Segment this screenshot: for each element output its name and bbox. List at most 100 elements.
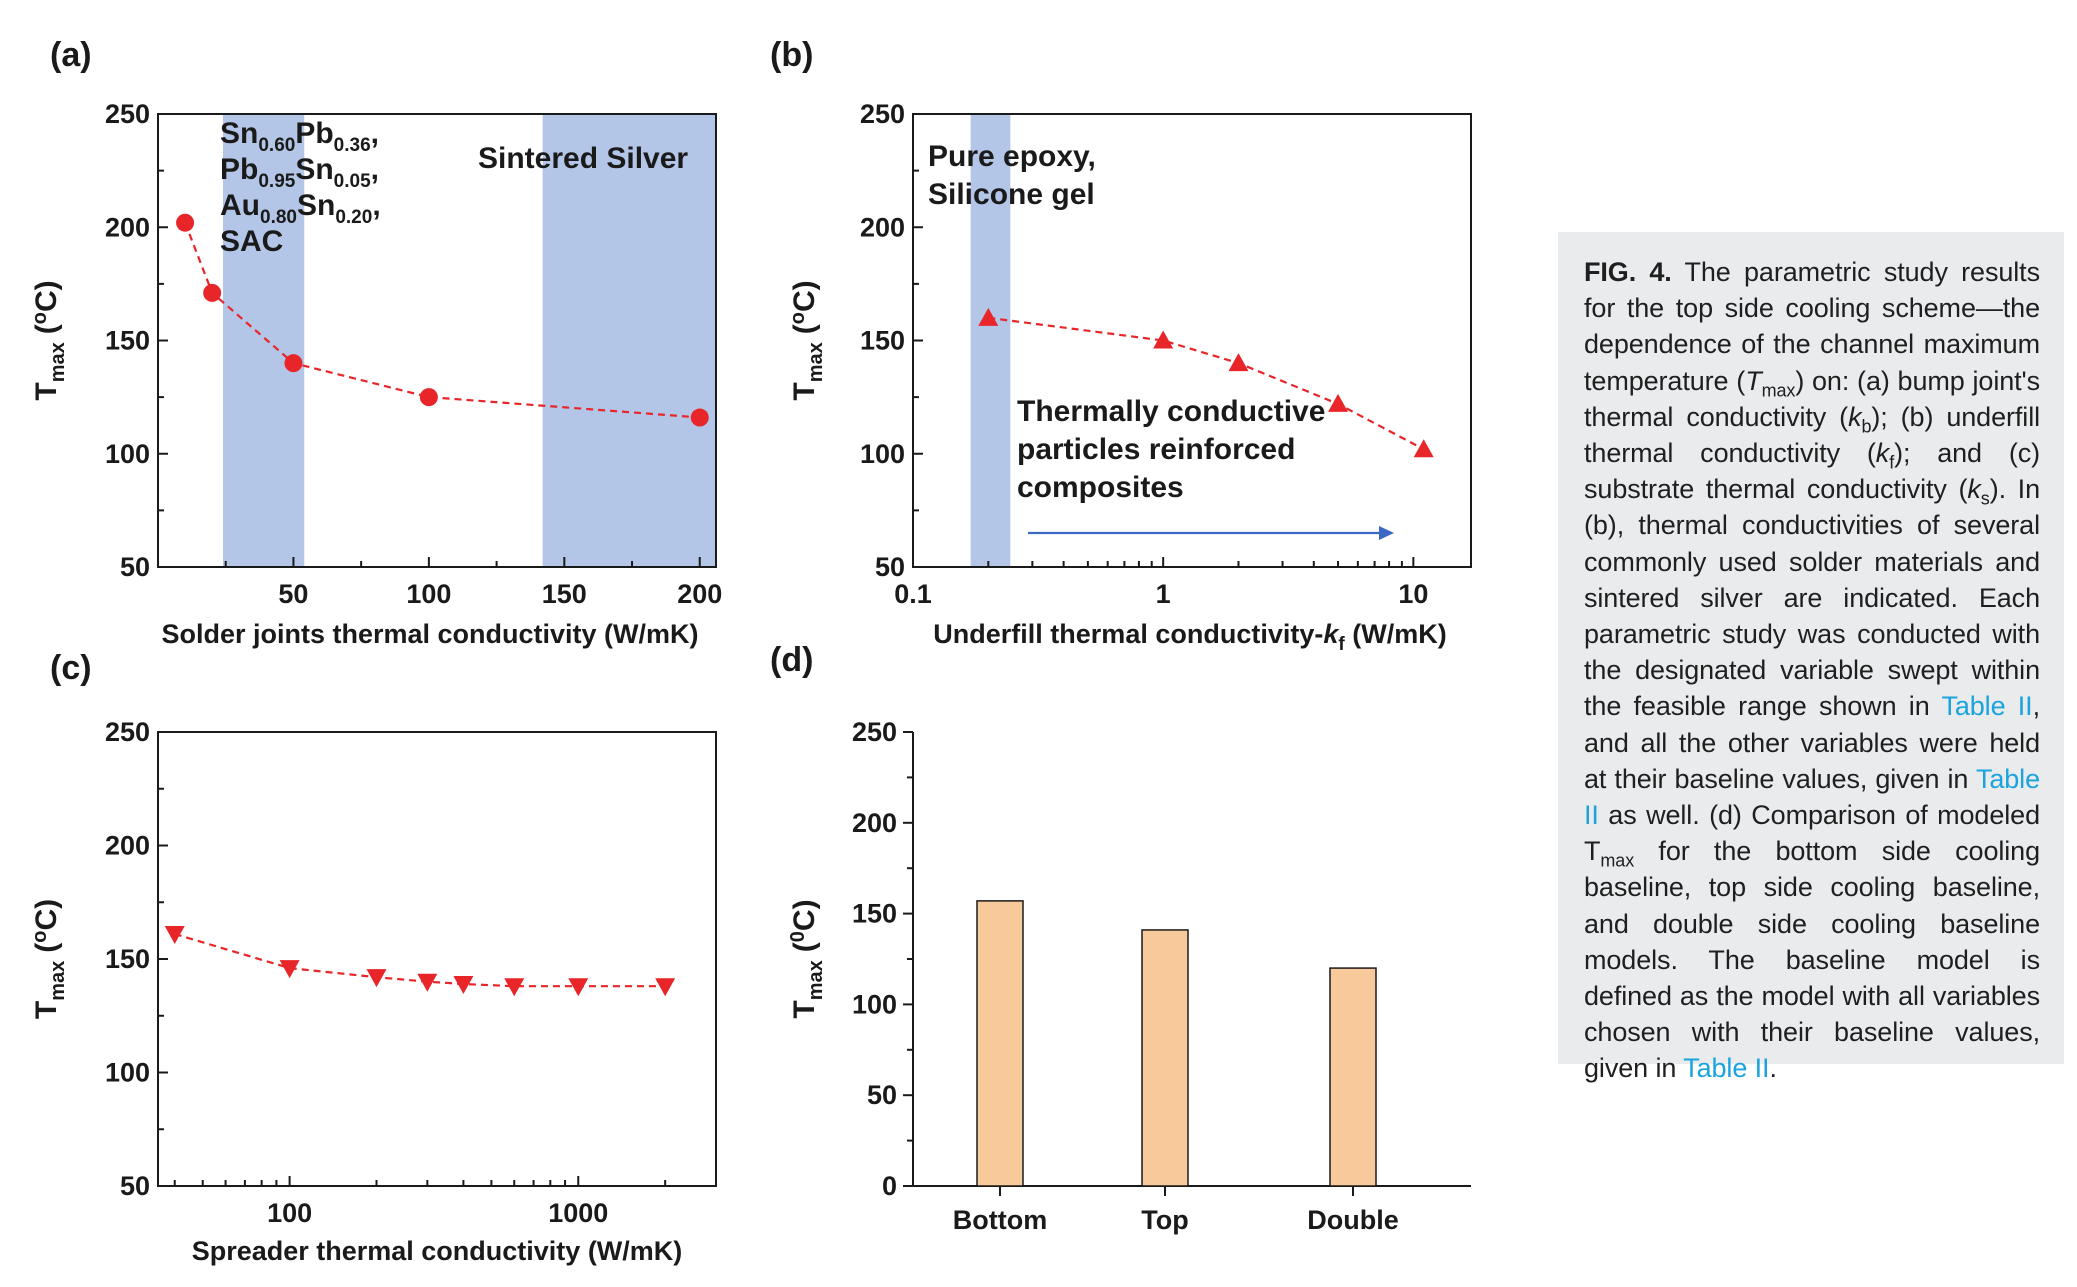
x-category-label: Top bbox=[1141, 1205, 1188, 1235]
y-tick-label: 150 bbox=[852, 899, 897, 929]
caption-text-3: ); (b) underfill thermal conductivity ( bbox=[1584, 401, 2041, 469]
table-ii-link-3[interactable]: Table II bbox=[1683, 1053, 1770, 1084]
annotation-text: , bbox=[371, 117, 379, 150]
y-label-unit-close: C) bbox=[30, 280, 63, 312]
y-tick-label: 50 bbox=[120, 1171, 150, 1201]
annotation-line: composites bbox=[1017, 471, 1184, 504]
annotation-text: , bbox=[372, 189, 380, 222]
data-point bbox=[366, 969, 387, 988]
x-tick-label: 1 bbox=[1156, 579, 1171, 609]
y-label-unit-open: ( bbox=[788, 324, 821, 334]
annotation-line: Pb0.95Sn0.05, bbox=[220, 153, 379, 192]
annotation-line: particles reinforced bbox=[1017, 433, 1295, 466]
annotation-subscript: 0.36 bbox=[334, 135, 371, 156]
annotation-line: Thermally conductive bbox=[1017, 395, 1325, 428]
x-label-variable: k bbox=[1323, 619, 1340, 649]
series-line bbox=[174, 932, 666, 988]
y-axis-label: Tmax (oC) bbox=[29, 899, 69, 1019]
data-point bbox=[417, 973, 438, 992]
y-label-unit-open: ( bbox=[30, 943, 63, 953]
y-label-symbol: T bbox=[30, 1001, 63, 1019]
y-label-symbol: T bbox=[30, 382, 63, 400]
data-point bbox=[978, 307, 999, 326]
data-point bbox=[568, 978, 589, 997]
y-tick-label: 0 bbox=[882, 1171, 897, 1201]
data-point bbox=[504, 978, 525, 997]
plot-frame bbox=[157, 731, 717, 1187]
caption-ks-sub: s bbox=[1980, 488, 1990, 509]
y-tick-label: 100 bbox=[105, 439, 150, 469]
y-label-unit-close: C) bbox=[788, 899, 821, 931]
caption-kf-sub: f bbox=[1889, 452, 1895, 473]
annotation-line: Pure epoxy, bbox=[928, 140, 1096, 173]
annotation-text: Thermally conductive bbox=[1017, 395, 1325, 428]
y-tick-label: 50 bbox=[120, 552, 150, 582]
x-category-label: Double bbox=[1307, 1205, 1399, 1235]
y-tick-label: 100 bbox=[860, 439, 905, 469]
annotation-subscript: 0.20 bbox=[335, 207, 372, 228]
y-label-degree: o bbox=[29, 312, 51, 324]
x-tick-label: 100 bbox=[406, 579, 451, 609]
table-ii-link-2[interactable]: Table II bbox=[1584, 763, 2040, 831]
y-tick-label: 150 bbox=[860, 326, 905, 356]
caption-kb-sub: b bbox=[1861, 416, 1872, 437]
caption-text-7: as well. (d) Comparison of modeled T bbox=[1584, 800, 2040, 867]
trend-arrow-head bbox=[1379, 526, 1394, 540]
annotation-text: Sn bbox=[220, 117, 258, 150]
panel-label: (d) bbox=[770, 641, 813, 679]
series-line bbox=[988, 316, 1425, 451]
annotation-text: Pb bbox=[220, 153, 258, 186]
x-label-variable-subscript: f bbox=[1338, 634, 1345, 655]
annotation-text: composites bbox=[1017, 471, 1184, 504]
bar bbox=[1329, 967, 1377, 1187]
annotation-text: , bbox=[371, 153, 379, 186]
caption-kf-var: k bbox=[1875, 438, 1890, 469]
y-tick-label: 150 bbox=[105, 944, 150, 974]
annotation-subscript: 0.80 bbox=[260, 207, 297, 228]
annotation-text: Sintered Silver bbox=[478, 142, 688, 175]
annotation-subscript: 0.95 bbox=[258, 171, 295, 192]
caption-text-6: , and all the other variables were held … bbox=[1584, 691, 2040, 794]
data-point bbox=[164, 926, 185, 945]
annotation-text: particles reinforced bbox=[1017, 433, 1295, 466]
panel-label: (a) bbox=[50, 36, 92, 74]
y-label-unit-close: C) bbox=[30, 899, 63, 931]
annotation-subscript: 0.60 bbox=[258, 135, 295, 156]
data-point bbox=[284, 354, 303, 373]
annotation-text: SAC bbox=[220, 225, 283, 258]
data-point bbox=[690, 408, 709, 427]
annotation-text: Au bbox=[220, 189, 260, 222]
caption-kb-var: k bbox=[1848, 401, 1862, 432]
bar bbox=[976, 900, 1024, 1187]
table-ii-link-1[interactable]: Table II bbox=[1941, 691, 2033, 722]
y-axis-label: Tmax (0C) bbox=[787, 899, 827, 1018]
data-point bbox=[1228, 353, 1249, 372]
y-label-symbol: T bbox=[788, 382, 821, 400]
caption-text-2: ) on: (a) bump joint's thermal conductiv… bbox=[1584, 365, 2040, 432]
x-tick-label: 50 bbox=[278, 579, 308, 609]
x-tick-label: 200 bbox=[677, 579, 722, 609]
data-point bbox=[279, 960, 300, 979]
material-band bbox=[970, 114, 1011, 567]
annotation-subscript: 0.05 bbox=[334, 171, 371, 192]
data-point bbox=[1153, 330, 1174, 349]
y-label-subscript: max bbox=[805, 342, 827, 382]
data-point bbox=[1328, 393, 1349, 412]
y-tick-label: 150 bbox=[105, 326, 150, 356]
caption-text-4: ); and (c) substrate thermal conductivit… bbox=[1584, 438, 2041, 505]
y-tick-label: 250 bbox=[860, 99, 905, 129]
x-axis-label: Spreader thermal conductivity (W/mK) bbox=[192, 1236, 683, 1266]
y-label-degree: o bbox=[787, 312, 809, 324]
y-tick-label: 200 bbox=[852, 808, 897, 838]
y-label-degree: 0 bbox=[787, 931, 809, 942]
y-label-unit-open: ( bbox=[788, 942, 821, 952]
caption-text-9: . bbox=[1769, 1053, 1777, 1084]
data-point bbox=[453, 975, 474, 994]
y-tick-label: 100 bbox=[105, 1058, 150, 1088]
panel-c-chart: (c) 50 100 150 200 250 100 1000 Spreader thermal… bbox=[29, 649, 717, 1266]
caption-text-8: for the bottom side cooling baseline, to… bbox=[1584, 836, 2040, 1084]
annotation-text: Silicone gel bbox=[928, 178, 1095, 211]
y-label-subscript: max bbox=[47, 342, 69, 382]
annotation-line: Silicone gel bbox=[928, 178, 1095, 211]
